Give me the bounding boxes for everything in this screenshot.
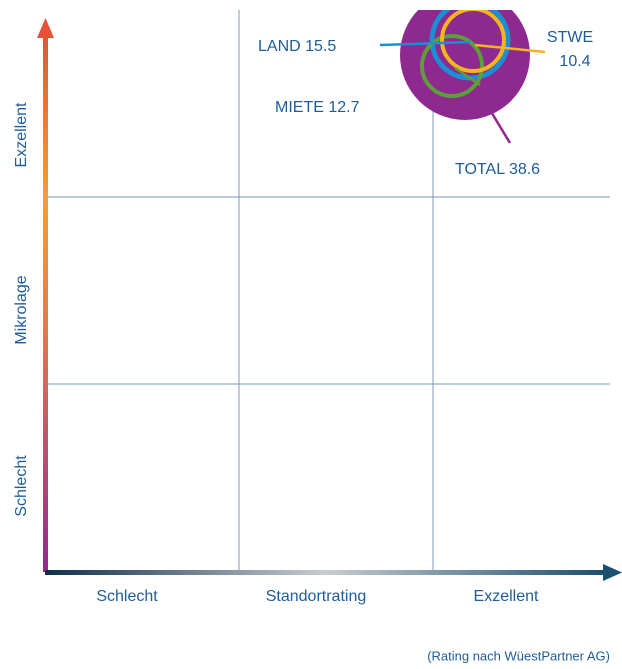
y-axis: [43, 35, 48, 572]
y-low: Schlecht: [13, 455, 30, 517]
bubble-label: TOTAL 38.6: [455, 161, 540, 178]
x-low: Schlecht: [96, 588, 158, 605]
bubble-miete: [420, 34, 484, 98]
y-arrow: [37, 18, 54, 38]
y-high: Exzellent: [13, 102, 30, 167]
bubble-label: LAND 15.5: [258, 38, 336, 55]
bubble-stwe: [440, 10, 506, 73]
leader-land: [379, 40, 471, 47]
x-arrow: [603, 564, 622, 581]
bubble-label: 10.4: [559, 53, 590, 70]
bubbles: [379, 10, 546, 144]
x-high: Exzellent: [474, 588, 539, 605]
x-axis: [45, 570, 605, 575]
bubble-label: MIETE 12.7: [275, 99, 360, 116]
leader-total: [488, 109, 512, 144]
y-title: Mikrolage: [13, 275, 30, 344]
leader-miete: [454, 66, 481, 87]
grid: [45, 10, 610, 572]
footnote: (Rating nach WüestPartner AG): [427, 648, 610, 663]
leader-stwe: [474, 43, 546, 54]
bubble-label: STWE: [547, 29, 593, 46]
bubble-total: [400, 10, 530, 120]
x-title: Standortrating: [266, 588, 367, 605]
